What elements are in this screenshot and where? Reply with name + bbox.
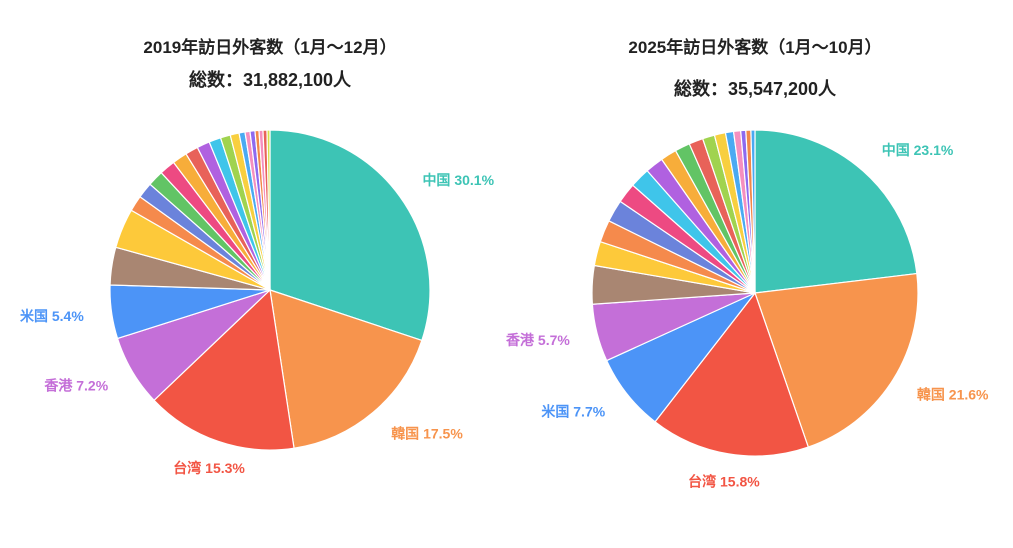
slice-label: 韓国 21.6% (917, 386, 989, 402)
slice-label: 米国 7.7% (541, 403, 605, 419)
slice-label: 香港 7.2% (43, 378, 108, 394)
slice-label: 台湾 15.3% (173, 460, 245, 476)
pie-slice-21[interactable] (750, 129, 756, 294)
chart-subtitle-2019: 総数：31,882,100人 (188, 70, 352, 90)
pie-slice-中国[interactable] (269, 129, 431, 342)
pie-slice-中国[interactable] (754, 129, 918, 294)
slice-label: 韓国 17.5% (391, 426, 463, 442)
slice-label: 台湾 15.8% (688, 473, 760, 489)
pie-slice-台湾[interactable] (654, 291, 810, 457)
slice-label: 香港 5.7% (505, 332, 570, 348)
chart-title-2025: 2025年訪日外客数（1月〜10月） (628, 38, 882, 57)
slice-label: 中国 30.1% (422, 172, 494, 188)
pie-slice-台湾[interactable] (153, 288, 295, 451)
pie-slice-韓国[interactable] (754, 272, 919, 448)
slice-label: 米国 5.4% (20, 308, 84, 324)
chart-title-2019: 2019年訪日外客数（1月〜12月） (143, 38, 397, 57)
pie-slice-韓国[interactable] (269, 289, 423, 449)
slice-label: 中国 23.1% (882, 142, 954, 158)
pie-chart-1: 中国 23.1% 韓国 21.6% 台湾 15.8% 米国 7.7% 香港 5.7% (505, 129, 989, 489)
pie-chart-0: 中国 30.1% 韓国 17.5% 台湾 15.3% 香港 7.2% 米国 5.4% (20, 129, 495, 476)
chart-subtitle-2025: 総数：35,547,200人 (673, 79, 837, 99)
pie-slice-23[interactable] (266, 129, 271, 291)
